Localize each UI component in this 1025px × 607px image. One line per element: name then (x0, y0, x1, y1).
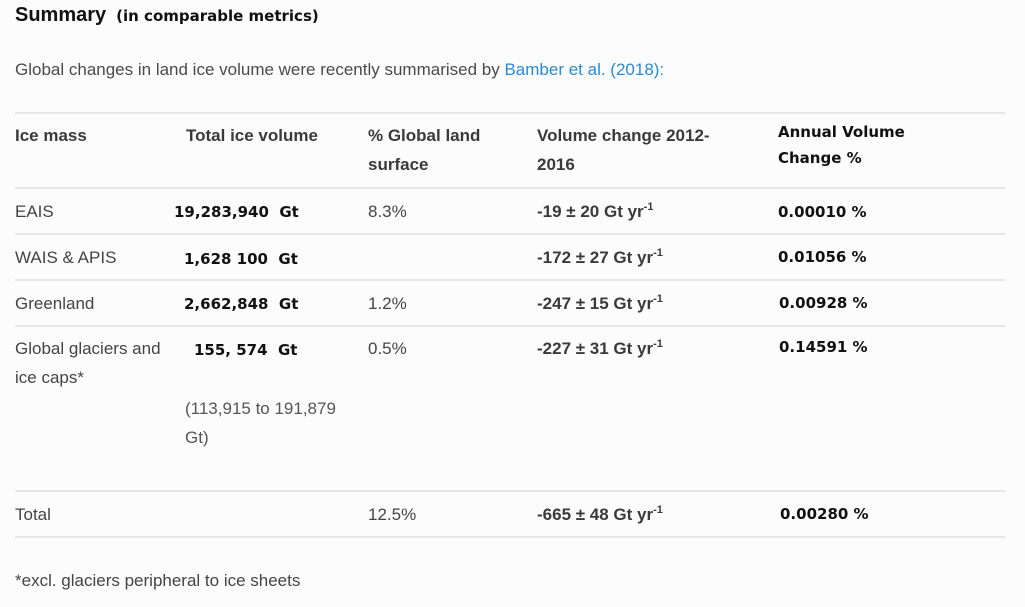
row-divider (15, 187, 1005, 189)
annual-change-cell: 0.14591 % (779, 338, 868, 356)
land-surface-cell: 8.3% (368, 202, 407, 221)
intro-paragraph: Global changes in land ice volume were r… (15, 60, 664, 80)
volume-change-cell: -172 ± 27 Gt yr-1 (537, 247, 663, 268)
ice-mass-cell: Total (15, 505, 51, 524)
ice-mass-cell: EAIS (15, 202, 54, 221)
annual-change-cell: 0.00010 % (778, 203, 867, 221)
row-divider (15, 490, 1005, 492)
land-surface-cell: 1.2% (368, 294, 407, 313)
page-title: Summary (in comparable metrics) (15, 4, 319, 27)
header-ice-mass: Ice mass (15, 126, 87, 145)
volume-change-cell: -665 ± 48 Gt yr-1 (537, 504, 663, 525)
total-volume-cell: 155, 574 Gt (194, 341, 298, 359)
table-top-divider (15, 112, 1005, 114)
total-volume-cell: 19,283,940 Gt (174, 203, 299, 221)
land-surface-cell: 0.5% (368, 339, 407, 358)
ice-mass-cell: Global glaciers and ice caps* (15, 339, 161, 387)
total-volume-cell: 2,662,848 Gt (184, 295, 299, 313)
footnote: *excl. glaciers peripheral to ice sheets (15, 571, 301, 590)
total-volume-cell: 1,628 100 Gt (184, 250, 298, 268)
header-annual-change: Annual Volume Change % (778, 123, 905, 167)
bamber-citation-link[interactable]: Bamber et al. (2018): (504, 60, 665, 79)
volume-change-cell: -227 ± 31 Gt yr-1 (537, 338, 663, 359)
volume-change-cell: -247 ± 15 Gt yr-1 (537, 293, 663, 314)
land-surface-cell: 12.5% (368, 505, 417, 524)
header-land-surface: % Global land surface (368, 126, 481, 174)
row-divider (15, 279, 1005, 281)
row-divider (15, 325, 1005, 327)
title-text: Summary (15, 4, 107, 26)
intro-text: Global changes in land ice volume were r… (15, 60, 505, 79)
table-bottom-divider (15, 536, 1005, 538)
annual-change-cell: 0.00928 % (779, 294, 868, 312)
total-volume-range: (113,915 to 191,879 Gt) (185, 399, 336, 447)
annual-change-cell: 0.00280 % (780, 505, 869, 523)
volume-change-cell: -19 ± 20 Gt yr-1 (537, 201, 654, 222)
title-subtitle: (in comparable metrics) (116, 7, 319, 25)
header-total-volume: Total ice volume (186, 126, 318, 145)
ice-mass-cell: Greenland (15, 294, 95, 313)
annual-change-cell: 0.01056 % (778, 248, 867, 266)
header-volume-change: Volume change 2012-2016 (537, 126, 710, 174)
row-divider (15, 233, 1005, 235)
ice-mass-cell: WAIS & APIS (15, 248, 117, 267)
